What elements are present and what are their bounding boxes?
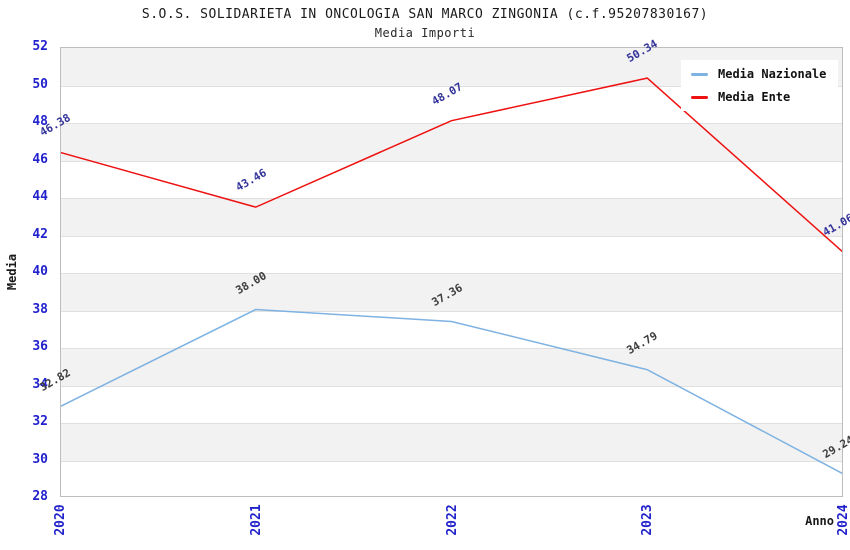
gridline bbox=[61, 123, 842, 124]
gridline bbox=[61, 198, 842, 199]
gridline bbox=[61, 235, 842, 237]
y-tick-label: 52 bbox=[32, 39, 48, 54]
y-tick-label: 46 bbox=[32, 151, 48, 167]
y-tick-label: 38 bbox=[32, 301, 48, 317]
y-tick-label: 48 bbox=[32, 114, 48, 129]
line-media-ente bbox=[61, 77, 842, 253]
chart-subtitle: Media Importi bbox=[374, 26, 476, 40]
legend: Media Nazionale Media Ente bbox=[681, 60, 839, 111]
background-band bbox=[61, 273, 842, 311]
chart-title: S.O.S. SOLIDARIETA IN ONCOLOGIA SAN MARC… bbox=[141, 7, 709, 22]
x-tick-label: 2023 bbox=[640, 504, 656, 536]
gridline bbox=[61, 385, 842, 387]
y-tick-label: 40 bbox=[32, 264, 48, 279]
gridline bbox=[61, 310, 842, 312]
y-tick-label: 36 bbox=[32, 339, 48, 354]
x-tick-label: 2020 bbox=[53, 504, 68, 536]
line-media-nazionale bbox=[61, 308, 842, 475]
x-tick-label: 2022 bbox=[444, 504, 460, 536]
background-band bbox=[61, 423, 842, 461]
y-tick-label: 42 bbox=[32, 226, 48, 242]
y-tick-label: 34 bbox=[32, 376, 48, 392]
legend-swatch-icon bbox=[691, 95, 708, 99]
gridline bbox=[61, 348, 842, 349]
plot-area bbox=[60, 47, 843, 497]
background-band bbox=[61, 348, 842, 386]
legend-item: Media Ente bbox=[691, 90, 826, 104]
y-tick-label: 30 bbox=[32, 451, 48, 467]
background-band bbox=[61, 198, 842, 236]
background-band bbox=[61, 123, 842, 161]
legend-label: Media Nazionale bbox=[718, 67, 827, 81]
data-lines bbox=[61, 77, 842, 475]
gridline bbox=[61, 423, 842, 424]
gridline bbox=[61, 160, 842, 162]
legend-item: Media Nazionale bbox=[691, 67, 826, 81]
legend-label: Media Ente bbox=[718, 90, 791, 104]
gridline bbox=[61, 273, 842, 274]
x-axis-label: Anno bbox=[805, 514, 834, 528]
x-tick-label: 2021 bbox=[248, 504, 264, 536]
y-tick-label: 28 bbox=[32, 489, 48, 504]
gridline bbox=[61, 460, 842, 462]
x-tick-label: 2024 bbox=[836, 504, 850, 536]
y-tick-label: 44 bbox=[32, 189, 48, 204]
legend-swatch-icon bbox=[691, 72, 708, 76]
gridline bbox=[61, 85, 842, 87]
y-tick-label: 32 bbox=[32, 414, 48, 429]
y-tick-label: 50 bbox=[32, 76, 48, 92]
